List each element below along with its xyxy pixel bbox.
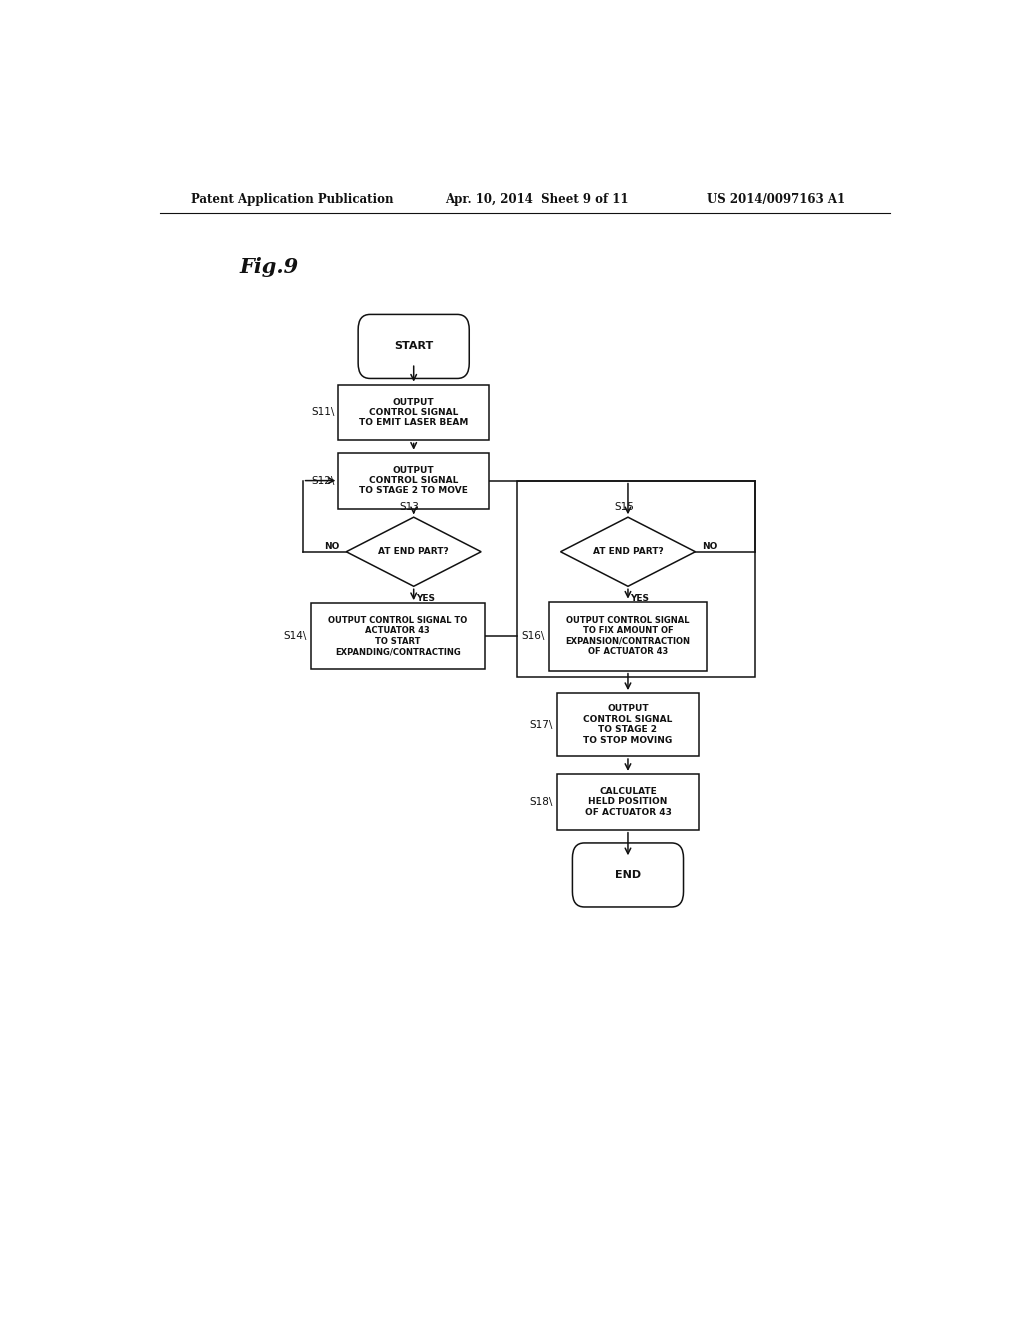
Text: OUTPUT
CONTROL SIGNAL
TO STAGE 2 TO MOVE: OUTPUT CONTROL SIGNAL TO STAGE 2 TO MOVE: [359, 466, 468, 495]
Bar: [338, 384, 489, 441]
Text: AT END PART?: AT END PART?: [378, 548, 450, 556]
Text: S12\: S12\: [311, 475, 334, 486]
Text: AT END PART?: AT END PART?: [593, 548, 664, 556]
Text: END: END: [614, 870, 641, 880]
Text: CALCULATE
HELD POSITION
OF ACTUATOR 43: CALCULATE HELD POSITION OF ACTUATOR 43: [585, 787, 672, 817]
Bar: [310, 603, 485, 669]
Text: S11\: S11\: [311, 408, 334, 417]
Polygon shape: [346, 517, 481, 586]
Text: NO: NO: [325, 543, 340, 552]
Polygon shape: [560, 517, 695, 586]
Bar: [517, 480, 755, 677]
Text: Apr. 10, 2014  Sheet 9 of 11: Apr. 10, 2014 Sheet 9 of 11: [445, 193, 629, 206]
Text: S13: S13: [399, 502, 420, 512]
Text: YES: YES: [631, 594, 649, 603]
Text: S14\: S14\: [284, 631, 306, 642]
FancyBboxPatch shape: [572, 843, 684, 907]
Text: S15: S15: [614, 502, 634, 512]
Text: S17\: S17\: [529, 719, 553, 730]
Bar: [557, 774, 699, 830]
FancyBboxPatch shape: [358, 314, 469, 379]
Bar: [557, 693, 699, 756]
Text: OUTPUT
CONTROL SIGNAL
TO STAGE 2
TO STOP MOVING: OUTPUT CONTROL SIGNAL TO STAGE 2 TO STOP…: [584, 705, 673, 744]
Text: Patent Application Publication: Patent Application Publication: [191, 193, 394, 206]
Text: S16\: S16\: [521, 631, 545, 642]
Text: OUTPUT CONTROL SIGNAL
TO FIX AMOUNT OF
EXPANSION/CONTRACTION
OF ACTUATOR 43: OUTPUT CONTROL SIGNAL TO FIX AMOUNT OF E…: [565, 616, 690, 656]
Text: US 2014/0097163 A1: US 2014/0097163 A1: [708, 193, 846, 206]
Bar: [549, 602, 708, 671]
Text: Fig.9: Fig.9: [240, 257, 298, 277]
Bar: [338, 453, 489, 508]
Text: NO: NO: [701, 543, 717, 552]
Text: START: START: [394, 342, 433, 351]
Text: S18\: S18\: [529, 797, 553, 807]
Text: YES: YES: [416, 594, 435, 603]
Text: OUTPUT CONTROL SIGNAL TO
ACTUATOR 43
TO START
EXPANDING/CONTRACTING: OUTPUT CONTROL SIGNAL TO ACTUATOR 43 TO …: [329, 616, 467, 656]
Text: OUTPUT
CONTROL SIGNAL
TO EMIT LASER BEAM: OUTPUT CONTROL SIGNAL TO EMIT LASER BEAM: [359, 397, 468, 428]
